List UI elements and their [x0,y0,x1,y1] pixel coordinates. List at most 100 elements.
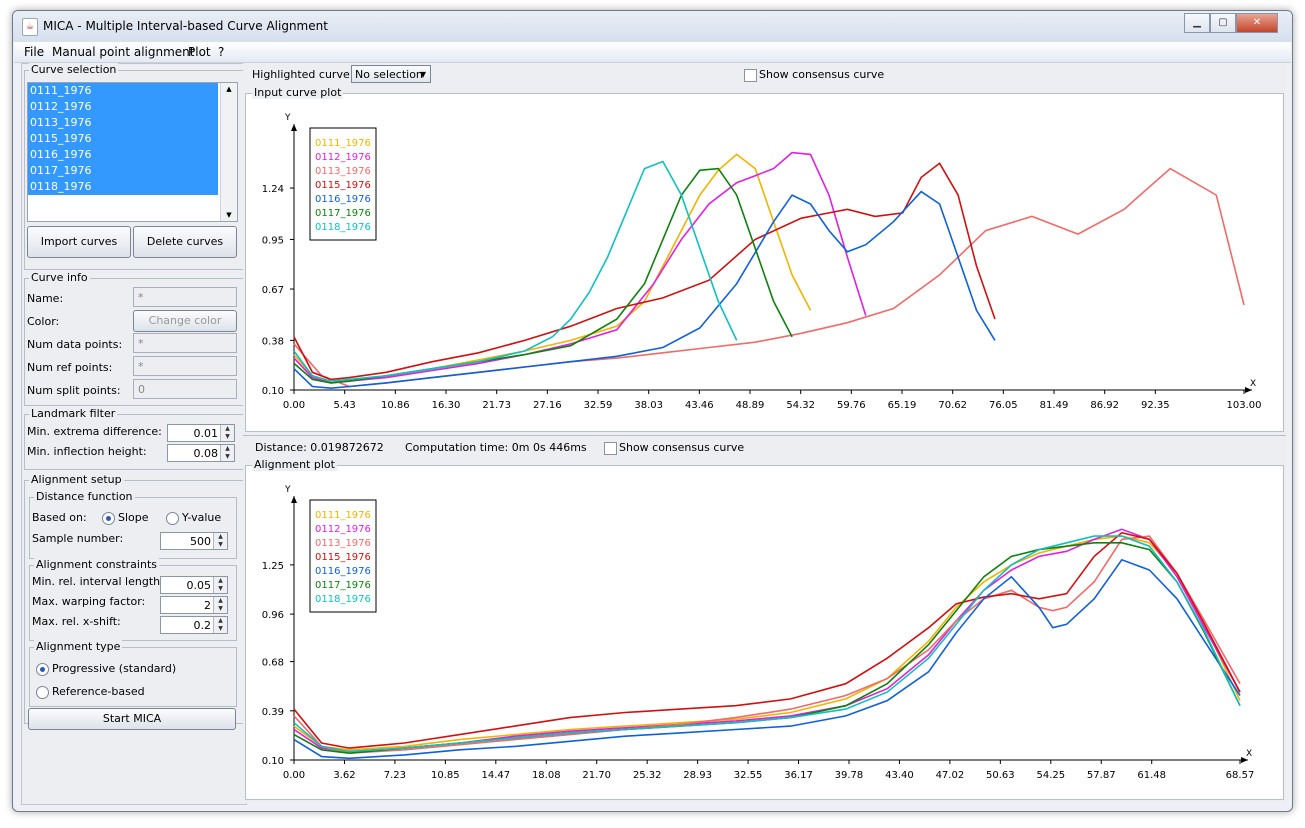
legend-entry: 0111_1976 [315,510,371,521]
min-extrema-label: Min. extrema difference: [27,425,162,438]
title-bar: ☕ MICA - Multiple Interval-based Curve A… [13,11,1292,42]
menu-file[interactable]: File [24,45,45,59]
list-item[interactable]: 0116_1976 [28,147,218,163]
x-tick-label: 103.00 [1227,400,1262,411]
progressive-radio[interactable] [36,663,49,676]
x-tick-label: 32.59 [584,400,613,411]
legend-entry: 0116_1976 [315,194,371,205]
y-tick-label: 0.10 [262,756,284,767]
spinner-arrows-icon[interactable]: ▲ ▼ [213,577,227,593]
series-line-0113_1976 [293,167,1245,388]
spinner-arrows-icon[interactable]: ▲ ▼ [213,533,227,549]
max-warp-spinner[interactable]: 2 ▲ ▼ [160,596,228,614]
list-item[interactable]: 0118_1976 [28,179,218,195]
x-tick-label: 81.49 [1040,400,1069,411]
yvalue-radio[interactable] [166,512,179,525]
x-tick-label: 86.92 [1090,400,1119,411]
legend-box [309,127,377,241]
bottom-consensus-checkbox[interactable] [604,442,617,455]
maximize-icon[interactable]: ▢ [1210,13,1236,33]
x-tick-label: 57.87 [1087,770,1116,781]
spinner-arrows-icon[interactable]: ▲ ▼ [220,425,234,441]
y-tick-label: 0.67 [262,285,284,296]
distance-readout: Distance: 0.019872672 [255,441,384,454]
x-tick-label: 0.00 [283,770,305,781]
alignment-type-title: Alignment type [34,640,123,653]
name-field[interactable]: * [133,287,237,307]
spinner-arrows-icon[interactable]: ▲ ▼ [213,617,227,633]
y-axis-label: Y [284,485,291,495]
num-ref-points-field: * [133,356,237,376]
input-curve-chart[interactable]: X Y 0.00 5.43 10.86 16.30 21.73 27.16 32.59 38.03… [246,94,1283,431]
max-shift-spinner[interactable]: 0.2 ▲ ▼ [160,616,228,634]
curve-selection-group: Curve selection 0111_1976 0112_1976 0113… [24,63,244,270]
y-tick-label: 1.24 [262,184,284,195]
x-tick-label: 54.32 [786,400,815,411]
chevron-down-icon: ▼ [419,70,426,79]
window-title: MICA - Multiple Interval-based Curve Ali… [43,19,328,33]
reference-radio[interactable] [36,686,49,699]
change-color-button[interactable]: Change color [133,310,237,332]
x-tick-label: 43.40 [885,770,914,781]
alignment-plot-title: Alignment plot [252,458,337,471]
spinner-arrows-icon[interactable]: ▲ ▼ [213,597,227,613]
list-item[interactable]: 0112_1976 [28,99,218,115]
list-item[interactable]: 0111_1976 [28,83,218,99]
series-line-0112_1976 [293,151,867,384]
min-interval-spinner[interactable]: 0.05 ▲ ▼ [160,576,228,594]
series-line-0117_1976 [293,542,1241,755]
scroll-down-icon[interactable]: ▼ [226,211,232,219]
series-line-0115_1976 [293,162,996,381]
menu-plot[interactable]: Plot [188,45,211,59]
alignment-chart[interactable]: X Y 0.00 3.62 7.23 10.85 14.47 18.08 21.70 25.32 2… [246,466,1283,799]
alignment-constraints-title: Alignment constraints [34,558,159,571]
splitter[interactable] [243,435,1286,436]
legend-entry: 0118_1976 [315,222,371,233]
x-tick-label: 39.78 [835,770,864,781]
y-arrow-icon [291,496,297,503]
close-icon[interactable]: ✕ [1236,13,1278,33]
slope-radio[interactable] [102,512,115,525]
min-inflection-value: 0.08 [193,447,219,460]
menu-help[interactable]: ? [218,45,225,59]
highlighted-curve-combo[interactable]: No selection ▼ [351,65,431,83]
max-shift-label: Max. rel. x-shift: [32,615,121,628]
x-tick-label: 38.03 [634,400,663,411]
max-warp-value: 2 [204,599,211,612]
list-item[interactable]: 0117_1976 [28,163,218,179]
min-inflection-label: Min. inflection height: [27,445,147,458]
x-axis-label: X [1250,379,1256,389]
sample-number-value: 500 [190,535,211,548]
delete-curves-button[interactable]: Delete curves [133,226,237,258]
scroll-up-icon[interactable]: ▲ [226,85,232,93]
x-tick-label: 7.23 [384,770,406,781]
color-label: Color: [27,315,60,328]
computation-time: Computation time: 0m 0s 446ms [405,441,587,454]
legend-entry: 0115_1976 [315,552,371,563]
alignment-plot-frame: Alignment plot X Y 0.00 3.62 7.23 10.85 14.47 1… [245,458,1284,800]
top-consensus-checkbox[interactable] [744,69,757,82]
min-extrema-spinner[interactable]: 0.01 ▲ ▼ [167,424,235,442]
list-item[interactable]: 0115_1976 [28,131,218,147]
series-line-0116_1976 [293,190,996,390]
spinner-arrows-icon[interactable]: ▲ ▼ [220,445,234,461]
min-interval-value: 0.05 [186,579,212,592]
min-inflection-spinner[interactable]: 0.08 ▲ ▼ [167,444,235,462]
list-scrollbar[interactable]: ▲ ▼ [220,83,237,221]
num-data-points-label: Num data points: [27,338,123,351]
name-label: Name: [27,292,64,305]
curve-list[interactable]: 0111_1976 0112_1976 0113_1976 0115_1976 … [27,82,238,222]
minimize-icon[interactable]: ▁ [1184,13,1210,33]
list-item[interactable]: 0113_1976 [28,115,218,131]
import-curves-button[interactable]: Import curves [27,226,131,258]
sample-number-spinner[interactable]: 500 ▲ ▼ [160,532,228,550]
curve-info-group: Curve info Name: * Color: Change color N… [24,271,244,406]
start-mica-button[interactable]: Start MICA [28,708,236,730]
menu-manual-point-alignment[interactable]: Manual point alignment [52,45,195,59]
series-line-0115_1976 [293,531,1241,749]
series-line-0118_1976 [293,160,738,382]
alignment-type-group: Alignment type Progressive (standard) Re… [29,640,237,707]
alignment-setup-group: Alignment setup Distance function Based … [24,473,244,724]
min-extrema-value: 0.01 [193,427,219,440]
min-interval-label: Min. rel. interval length: [32,575,164,588]
